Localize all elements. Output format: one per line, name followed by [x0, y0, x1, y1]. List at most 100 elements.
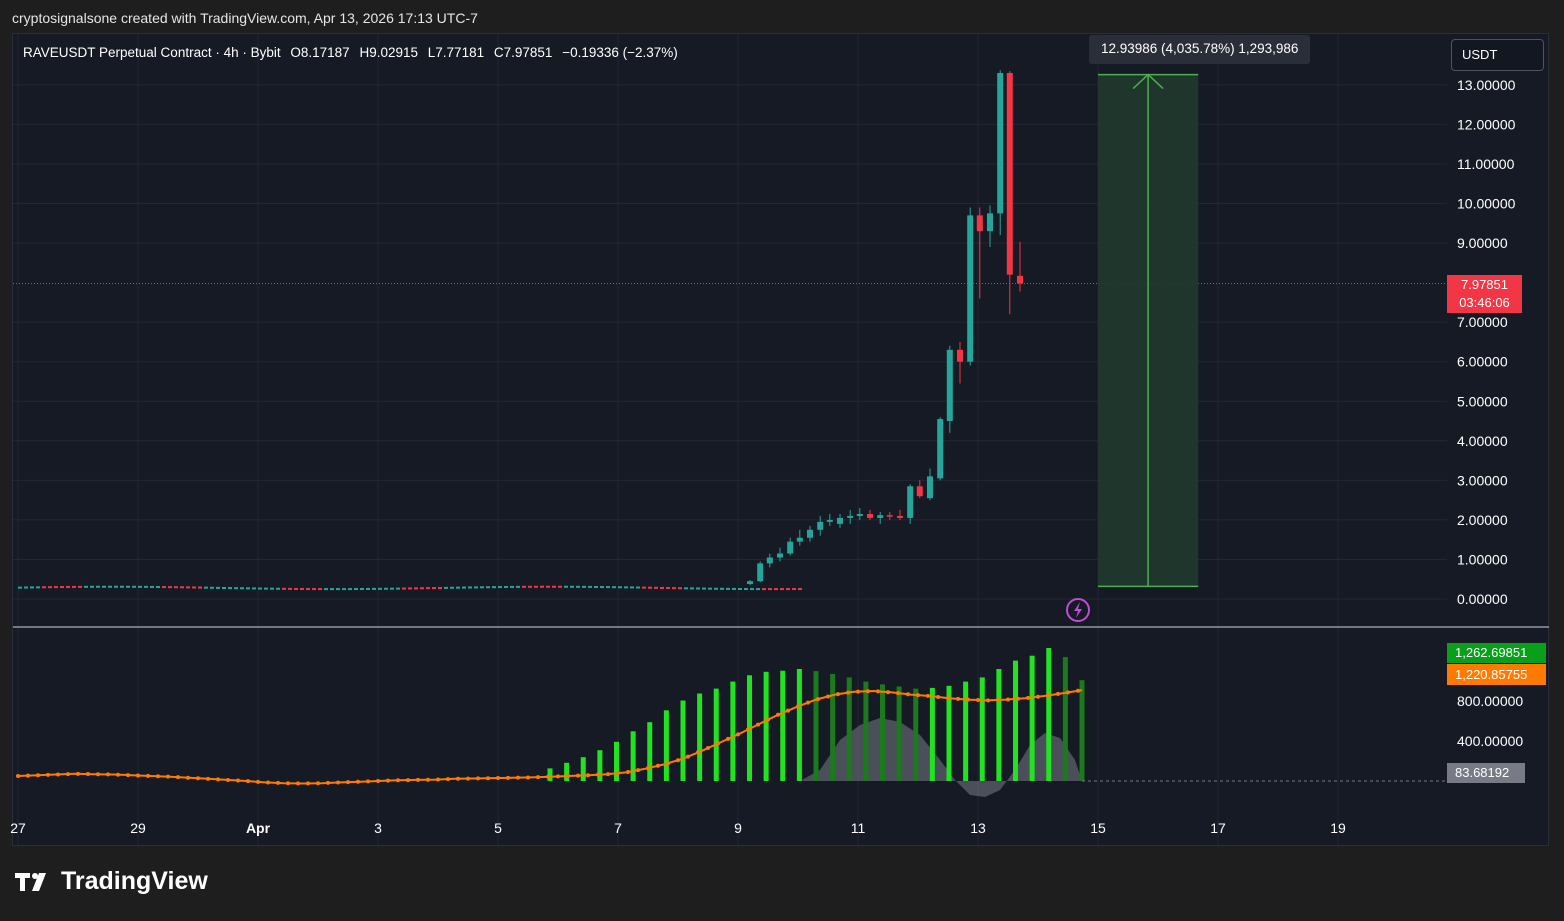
- indicator-signal-dot: [236, 778, 240, 783]
- histogram-bar: [564, 762, 570, 781]
- histogram-bar: [547, 768, 553, 781]
- indicator-signal-dot: [646, 766, 650, 771]
- tradingview-logo[interactable]: TradingView: [15, 867, 208, 896]
- indicator-signal-dot: [456, 776, 460, 781]
- histogram-bar: [1079, 680, 1085, 781]
- histogram-bar: [863, 681, 869, 781]
- time-tick-label: 5: [494, 820, 502, 836]
- indicator-signal-line: [17, 689, 1083, 785]
- histogram-bar: [979, 677, 985, 781]
- time-tick-label: 3: [374, 820, 382, 836]
- indicator-signal-dot: [576, 773, 580, 778]
- histogram-bar: [1062, 657, 1068, 781]
- symbol-title[interactable]: RAVEUSDT Perpetual Contract · 4h · Bybit: [23, 45, 281, 60]
- time-tick-label: 29: [130, 820, 146, 836]
- indicator-signal-dot: [206, 776, 210, 781]
- histogram-bar: [1013, 660, 1018, 781]
- price-tick-label: 7.00000: [1457, 314, 1508, 330]
- indicator-signal-dot: [1076, 688, 1080, 693]
- indicator-signal-dot: [776, 712, 780, 717]
- measure-label: 12.93986 (4,035.78%) 1,293,986: [1089, 35, 1311, 64]
- histogram-bar: [680, 700, 686, 781]
- price-tick-label: 11.00000: [1457, 156, 1515, 172]
- price-tick-label: 0.00000: [1457, 591, 1508, 607]
- indicator-signal-dot: [36, 773, 40, 778]
- indicator-signal-dot: [696, 750, 700, 755]
- indicator-signal-dot: [796, 704, 800, 709]
- candle-body: [837, 517, 843, 524]
- time-tick-label: 7: [614, 820, 622, 836]
- indicator-signal-dot: [986, 698, 990, 703]
- indicator-signal-dot: [596, 772, 600, 777]
- indicator-signal-dot: [56, 772, 60, 777]
- lightning-icon[interactable]: [1066, 598, 1090, 622]
- indicator-signal-dot: [1006, 697, 1010, 702]
- candle-body: [796, 537, 803, 542]
- indicator-signal-dot: [486, 776, 490, 781]
- time-tick-label: 13: [970, 820, 986, 836]
- indicator-signal-dot: [406, 778, 410, 783]
- price-history-flat: [18, 585, 802, 591]
- indicator-signal-dot: [946, 696, 950, 701]
- indicator-signal-dot: [626, 769, 630, 774]
- histogram-bar: [614, 741, 619, 781]
- indicator-signal-dot: [706, 746, 710, 751]
- candle-body: [877, 515, 884, 518]
- candle-body: [897, 515, 903, 518]
- ohlc-low: L7.77181: [427, 45, 485, 60]
- histogram-bar: [880, 684, 885, 781]
- currency-selector[interactable]: USDT: [1451, 39, 1544, 71]
- measure-tool[interactable]: [1098, 73, 1199, 588]
- creator-line: cryptosignalsone created with TradingVie…: [12, 10, 478, 26]
- indicator-signal-dot: [956, 696, 960, 701]
- indicator-signal-dot: [1056, 691, 1060, 696]
- price-tick-label: 3.00000: [1457, 472, 1508, 488]
- indicator-signal-dot: [606, 772, 610, 777]
- indicator-signal-dot: [426, 777, 430, 782]
- indicator-signal-dot: [296, 781, 300, 786]
- histogram-bar: [1046, 648, 1052, 781]
- candle-body: [907, 486, 914, 518]
- histogram-bar: [580, 757, 586, 781]
- price-tick-label: 2.00000: [1457, 512, 1508, 528]
- indicator-signal-dot: [546, 774, 550, 779]
- symbol-ohlc-bar: RAVEUSDT Perpetual Contract · 4h · Bybit…: [23, 45, 684, 60]
- indicator-signal-dot: [76, 771, 80, 776]
- indicator-signal-dot: [966, 697, 970, 702]
- indicator-signal-dot: [976, 698, 980, 703]
- histogram-bar: [713, 688, 719, 781]
- price-tick-label: 6.00000: [1457, 354, 1508, 370]
- indicator-signal-dot: [166, 774, 170, 779]
- indicator-signal-dot: [86, 772, 90, 777]
- price-tick-label: 4.00000: [1457, 433, 1508, 449]
- indicator-signal-dot: [136, 773, 140, 778]
- indicator-signal-dot: [926, 693, 930, 698]
- candle-body: [847, 515, 854, 518]
- time-tick-label: 11: [851, 820, 866, 836]
- indicator-tick-label: 800.00000: [1457, 693, 1523, 709]
- candle-body: [1017, 275, 1023, 284]
- candle-body: [937, 419, 944, 479]
- indicator-signal-dot: [116, 772, 120, 777]
- indicator-signal-dot: [1046, 693, 1050, 698]
- indicator-signal-dot: [96, 772, 100, 777]
- time-tick-label: 27: [10, 820, 26, 836]
- indicator-signal-dot: [906, 692, 910, 697]
- indicator-signal-dot: [176, 775, 180, 780]
- indicator-shadow-area: [800, 718, 1082, 797]
- ohlc-high: H9.02915: [359, 45, 419, 60]
- price-axis[interactable]: 13.00000 12.00000 11.00000 10.00000 9.00000 7…: [1457, 77, 1516, 607]
- time-axis[interactable]: 27 29 Apr 3 5 7 9 11 13 15 17 19: [10, 820, 1346, 836]
- indicator-signal-dot: [356, 779, 360, 784]
- price-tick-label: 13.00000: [1457, 77, 1516, 93]
- bar-countdown: 03:46:06: [1459, 295, 1510, 310]
- candle-body: [787, 541, 794, 554]
- indicator-signal-dot: [316, 781, 320, 786]
- histogram-bar: [796, 669, 802, 781]
- indicator-signal-dot: [46, 772, 50, 777]
- histogram-bar: [730, 681, 736, 781]
- time-tick-label: 19: [1330, 820, 1346, 836]
- price-tick-label: 12.00000: [1457, 116, 1516, 132]
- histogram-bar: [780, 670, 786, 781]
